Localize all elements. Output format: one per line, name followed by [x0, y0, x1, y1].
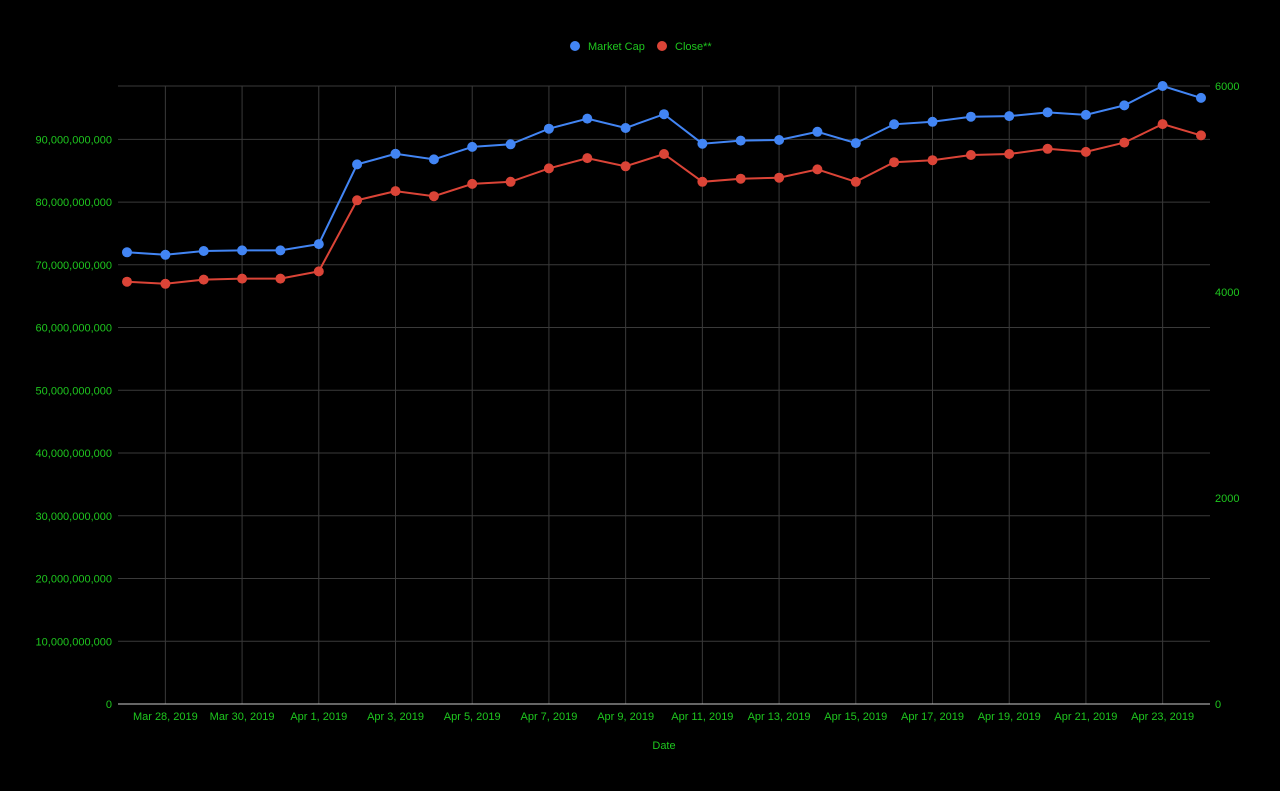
x-tick-label: Apr 17, 2019	[901, 711, 964, 723]
data-point-close	[965, 150, 976, 160]
data-point-close	[1004, 149, 1015, 159]
data-point-market-cap	[160, 249, 171, 260]
data-point-market-cap	[889, 119, 900, 130]
data-point-close	[697, 176, 708, 187]
data-point-market-cap	[1004, 111, 1015, 122]
data-point-market-cap	[774, 135, 785, 145]
data-point-market-cap	[1119, 100, 1130, 111]
data-point-close	[735, 173, 746, 184]
data-point-close	[428, 191, 439, 202]
data-point-close	[198, 274, 209, 285]
data-point-close	[812, 164, 823, 175]
y-left-tick-label: 30,000,000,000	[36, 511, 112, 523]
legend-label-close[interactable]: Close**	[675, 41, 712, 53]
x-tick-label: Mar 30, 2019	[210, 711, 275, 723]
data-point-market-cap	[850, 138, 861, 149]
data-point-close	[1080, 146, 1091, 157]
data-point-market-cap	[390, 148, 401, 159]
x-tick-label: Apr 19, 2019	[978, 711, 1041, 723]
y-left-tick-label: 70,000,000,000	[36, 260, 112, 272]
data-point-close	[467, 178, 478, 189]
data-point-close	[160, 278, 171, 289]
data-point-market-cap	[620, 123, 631, 133]
data-point-market-cap	[582, 113, 593, 124]
data-point-market-cap	[927, 116, 938, 127]
y-left-tick-label: 40,000,000,000	[36, 448, 112, 460]
y-left-tick-label: 90,000,000,000	[36, 134, 112, 146]
gridlines	[118, 85, 1210, 704]
data-point-market-cap	[275, 245, 286, 256]
y-left-tick-label: 80,000,000,000	[36, 197, 112, 209]
y-left-tick-label: 20,000,000,000	[36, 574, 112, 586]
data-point-close	[543, 163, 554, 174]
data-point-close	[1157, 119, 1168, 130]
legend: Market Cap Close**	[570, 41, 712, 53]
series-group	[122, 81, 1206, 289]
y-right-tick-label: 0	[1215, 699, 1221, 711]
y-right-tick-label: 2000	[1215, 493, 1239, 505]
data-point-close	[122, 276, 132, 287]
x-tick-label: Apr 1, 2019	[290, 711, 347, 723]
data-point-market-cap	[543, 123, 554, 134]
data-point-close	[659, 149, 669, 159]
data-point-close	[390, 186, 401, 197]
legend-marker-market-cap[interactable]	[570, 41, 580, 51]
x-tick-label: Apr 21, 2019	[1054, 711, 1117, 723]
data-point-close	[237, 273, 248, 284]
data-point-close	[275, 273, 286, 284]
data-point-market-cap	[428, 154, 439, 165]
y-left-tick-label: 60,000,000,000	[36, 323, 112, 335]
data-point-market-cap	[505, 139, 516, 150]
data-point-market-cap	[1042, 107, 1053, 118]
legend-marker-close[interactable]	[657, 41, 667, 51]
data-point-market-cap	[313, 239, 324, 250]
data-point-market-cap	[1080, 109, 1091, 120]
x-axis-title: Date	[652, 740, 675, 752]
data-point-market-cap	[467, 141, 478, 152]
data-point-close	[582, 153, 593, 164]
x-tick-label: Apr 15, 2019	[824, 711, 887, 723]
data-point-market-cap	[1196, 92, 1206, 103]
x-tick-label: Apr 3, 2019	[367, 711, 424, 723]
legend-label-market-cap[interactable]: Market Cap	[588, 41, 645, 53]
data-point-close	[505, 176, 516, 187]
x-tick-label: Apr 7, 2019	[520, 711, 577, 723]
data-point-market-cap	[237, 245, 248, 256]
data-point-close	[1119, 137, 1130, 148]
y-right-tick-label: 4000	[1215, 287, 1239, 299]
y-left-tick-label: 10,000,000,000	[36, 636, 112, 648]
data-point-market-cap	[198, 246, 209, 256]
data-point-market-cap	[659, 109, 669, 120]
x-tick-label: Apr 13, 2019	[748, 711, 811, 723]
data-point-close	[352, 195, 363, 206]
x-tick-label: Apr 23, 2019	[1131, 711, 1194, 723]
y-left-tick-label: 0	[106, 699, 112, 711]
data-point-market-cap	[965, 111, 976, 122]
data-point-close	[774, 172, 785, 183]
x-tick-label: Apr 5, 2019	[444, 711, 501, 723]
data-point-market-cap	[122, 247, 132, 258]
axes: 0 10,000,000,000 20,000,000,000 30,000,000,…	[36, 81, 1240, 723]
data-point-close	[313, 266, 324, 277]
data-point-close	[1196, 130, 1206, 141]
data-point-close	[927, 155, 938, 166]
y-right-tick-label: 6000	[1215, 81, 1239, 93]
data-point-market-cap	[352, 159, 363, 170]
x-tick-label: Apr 11, 2019	[671, 711, 733, 723]
data-point-market-cap	[812, 126, 823, 137]
data-point-market-cap	[735, 135, 746, 146]
data-point-close	[620, 161, 631, 172]
data-point-close	[889, 157, 900, 168]
y-left-tick-label: 50,000,000,000	[36, 385, 112, 397]
data-point-close	[850, 176, 861, 187]
data-point-market-cap	[697, 138, 708, 149]
x-tick-label: Apr 9, 2019	[597, 711, 654, 723]
data-point-market-cap	[1157, 81, 1168, 91]
data-point-close	[1042, 143, 1053, 154]
x-tick-label: Mar 28, 2019	[133, 711, 198, 723]
